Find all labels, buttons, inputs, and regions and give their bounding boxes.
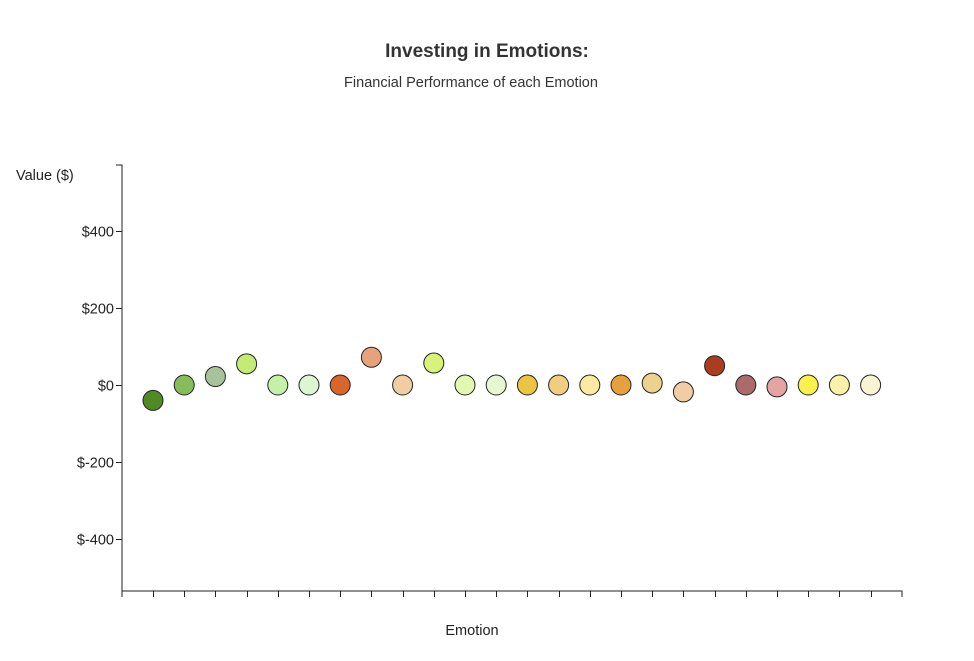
data-point[interactable]	[485, 374, 507, 396]
data-point[interactable]	[610, 374, 632, 396]
data-point[interactable]	[360, 346, 382, 368]
data-point[interactable]	[142, 389, 164, 411]
y-tick-label: $0	[98, 379, 114, 395]
x-axis-line	[121, 590, 903, 597]
data-point[interactable]	[766, 376, 788, 398]
data-point[interactable]	[797, 374, 819, 396]
chart-subtitle: Financial Performance of each Emotion	[344, 75, 598, 91]
x-axis	[121, 590, 903, 597]
data-point[interactable]	[704, 355, 726, 377]
data-point[interactable]	[236, 353, 258, 375]
y-axis-line	[116, 164, 123, 591]
data-point[interactable]	[548, 374, 570, 396]
data-point[interactable]	[204, 366, 226, 388]
data-point[interactable]	[454, 374, 476, 396]
chart-title: Investing in Emotions:	[385, 41, 589, 62]
data-point[interactable]	[298, 374, 320, 396]
x-axis-label: Emotion	[445, 623, 498, 639]
y-tick-label: $200	[82, 302, 114, 318]
data-point[interactable]	[329, 374, 351, 396]
data-points	[142, 346, 882, 411]
y-tick-label: $400	[82, 225, 114, 241]
y-tick-label: $-200	[77, 456, 114, 472]
data-point[interactable]	[267, 374, 289, 396]
data-point[interactable]	[860, 374, 882, 396]
y-axis-label: Value ($)	[16, 168, 74, 184]
data-point[interactable]	[392, 374, 414, 396]
data-point[interactable]	[641, 372, 663, 394]
data-point[interactable]	[173, 374, 195, 396]
data-point[interactable]	[672, 381, 694, 403]
data-point[interactable]	[735, 374, 757, 396]
data-point[interactable]	[516, 374, 538, 396]
data-point[interactable]	[423, 352, 445, 374]
y-tick-label: $-400	[77, 533, 114, 549]
data-point[interactable]	[579, 374, 601, 396]
data-point[interactable]	[828, 374, 850, 396]
y-axis: $400 $200 $0 $-200 $-400	[77, 164, 123, 591]
